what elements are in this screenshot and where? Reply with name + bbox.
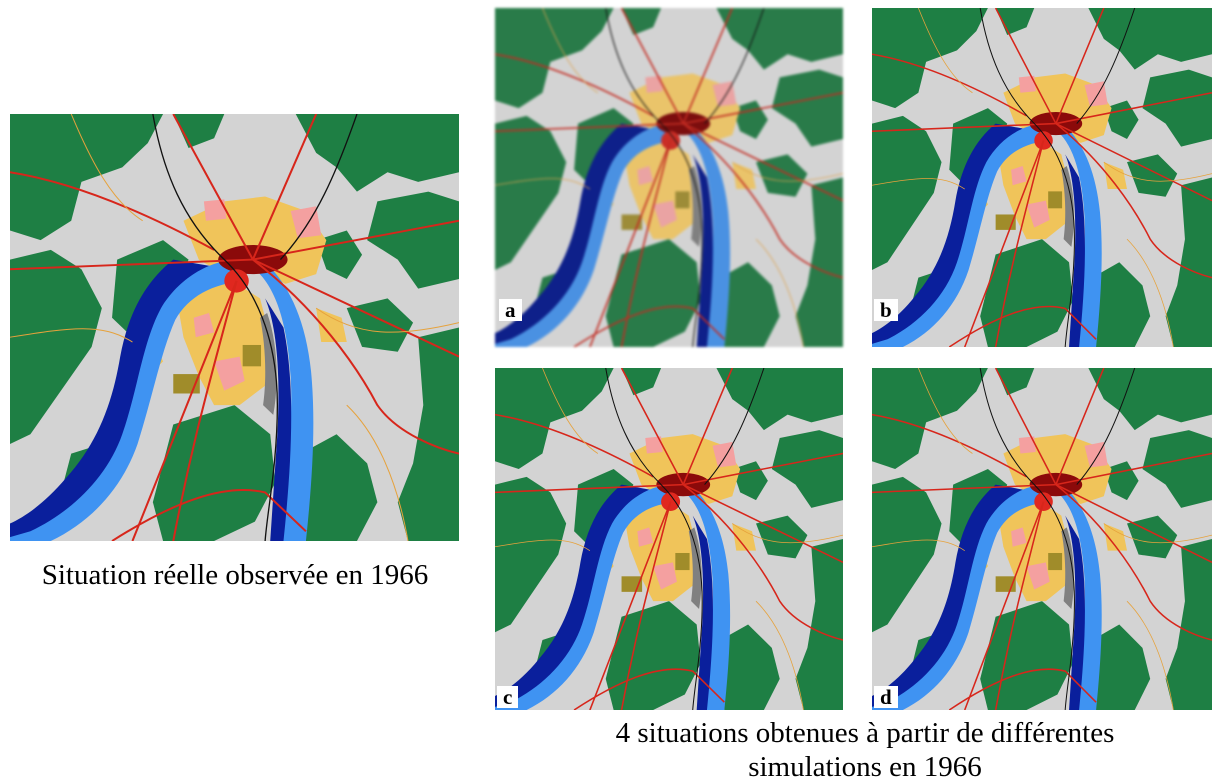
simulation-map-c — [495, 368, 843, 710]
observed-map-caption: Situation réelle observée en 1966 — [41, 559, 429, 591]
simulation-map-a-graphic — [495, 8, 843, 347]
simulation-map-c-graphic — [495, 368, 843, 710]
simulation-map-d-graphic — [872, 368, 1212, 710]
simulations-caption-line-2: simulations en 1966 — [748, 751, 982, 783]
simulations-caption-line-1: 4 situations obtenues à partir de différ… — [615, 717, 1115, 749]
simulation-map-d — [872, 368, 1212, 710]
panel-label-d: d — [874, 686, 898, 708]
observed-map-graphic — [10, 114, 459, 541]
simulation-map-a — [495, 8, 843, 347]
observed-map — [10, 114, 459, 541]
simulation-map-b — [872, 8, 1212, 347]
panel-label-a: a — [499, 299, 522, 321]
simulation-map-b-graphic — [872, 8, 1212, 347]
panel-label-b: b — [874, 299, 898, 321]
panel-label-c: c — [497, 686, 519, 708]
